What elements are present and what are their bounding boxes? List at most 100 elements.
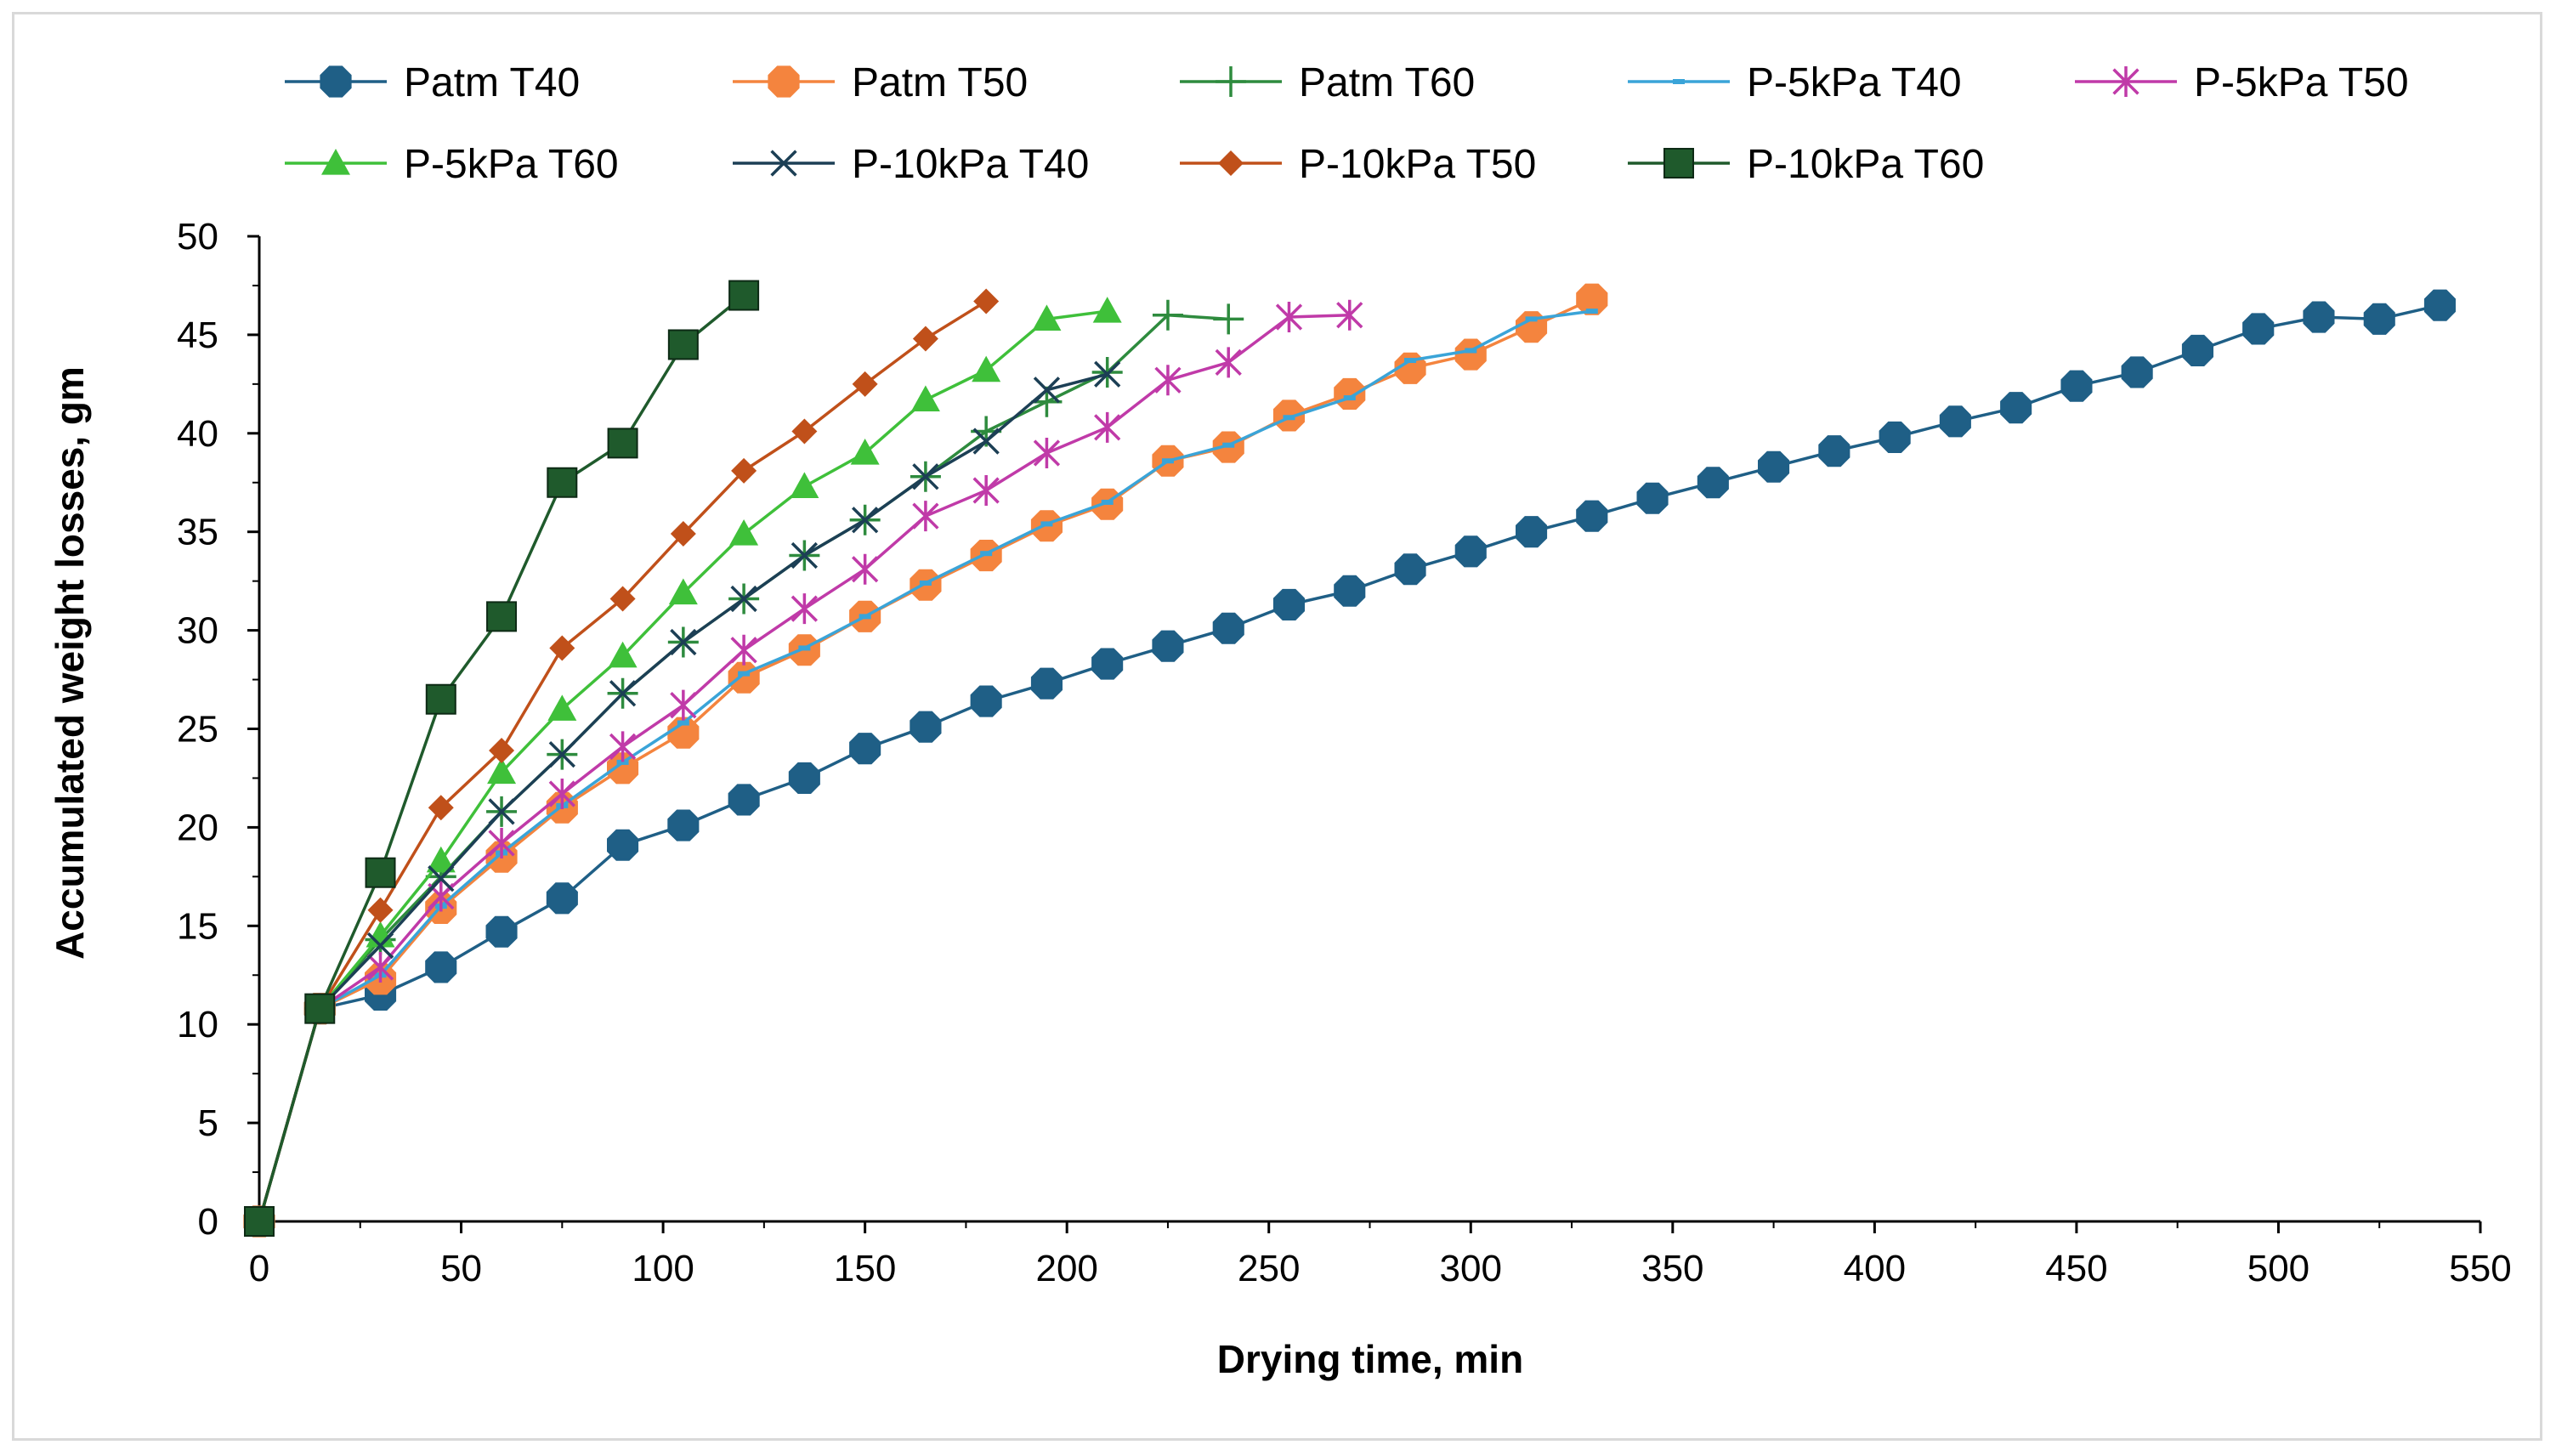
series-line <box>258 372 1108 1222</box>
data-point <box>910 711 942 743</box>
data-point <box>729 519 759 546</box>
x-tick-label: 50 <box>440 1248 482 1289</box>
legend-marker <box>320 65 352 98</box>
data-point <box>912 463 939 490</box>
data-point <box>487 757 517 785</box>
data-point <box>670 628 697 656</box>
data-point <box>667 717 700 749</box>
data-point <box>425 951 457 983</box>
y-tick-label: 50 <box>177 216 218 258</box>
data-point <box>1033 377 1061 404</box>
legend-marker <box>321 149 350 175</box>
data-point <box>485 915 518 948</box>
legend-label: P-5kPa T40 <box>1747 60 1962 105</box>
x-tick-label: 150 <box>834 1248 896 1289</box>
data-point <box>738 671 751 677</box>
data-point <box>1697 467 1729 499</box>
data-point <box>1334 575 1366 607</box>
data-point <box>1576 500 1608 532</box>
data-point <box>1094 360 1121 388</box>
data-point <box>1091 648 1124 680</box>
data-point <box>548 778 575 809</box>
data-point <box>548 740 575 768</box>
data-point <box>489 737 515 763</box>
legend-marker <box>770 150 797 177</box>
plot-area <box>243 280 2456 1238</box>
data-point <box>607 428 638 459</box>
data-point <box>1879 421 1911 453</box>
data-point <box>1939 405 1971 438</box>
x-tick-label: 400 <box>1844 1248 1906 1289</box>
x-tick-label: 350 <box>1641 1248 1703 1289</box>
data-point <box>366 932 394 960</box>
data-point <box>609 731 637 762</box>
series-patm-t40 <box>243 289 2456 1238</box>
data-point <box>1283 415 1295 421</box>
data-point <box>1094 411 1121 443</box>
data-point <box>547 694 577 721</box>
data-point <box>1222 442 1235 448</box>
data-point <box>488 827 515 858</box>
legend-item: Patm T50 <box>733 60 1028 105</box>
legend-label: P-5kPa T60 <box>404 142 619 187</box>
data-point <box>2121 356 2153 388</box>
data-point <box>791 541 819 569</box>
data-point <box>1576 283 1608 315</box>
data-point <box>549 635 575 661</box>
y-tick-label: 30 <box>177 610 218 652</box>
legend-marker <box>1673 79 1685 84</box>
x-tick-label: 250 <box>1238 1248 1300 1289</box>
data-point <box>1465 348 1477 354</box>
data-point <box>486 601 518 632</box>
legend-marker <box>1218 150 1244 176</box>
data-point <box>912 326 938 352</box>
legend: Patm T40 Patm T50 Patm T60 P-5kPa T40 P-5kPa… <box>285 60 2409 187</box>
data-point <box>547 467 578 498</box>
legend-marker <box>768 65 800 98</box>
data-point <box>852 371 878 397</box>
data-point <box>980 551 993 557</box>
legend-label: Patm T60 <box>1299 60 1475 105</box>
data-point <box>607 829 639 861</box>
data-point <box>972 475 1000 507</box>
data-point <box>607 752 639 785</box>
data-point <box>667 809 700 841</box>
data-point <box>425 683 456 715</box>
data-point <box>488 798 515 825</box>
legend-item: P-10kPa T50 <box>1180 142 1536 187</box>
data-point <box>366 921 395 948</box>
data-point <box>244 1206 275 1237</box>
data-point <box>1152 299 1183 331</box>
legend-marker <box>1663 148 1694 178</box>
y-tick-label: 45 <box>177 314 218 356</box>
series-line <box>258 297 1593 1222</box>
legend-label: Patm T50 <box>852 60 1028 105</box>
data-point <box>667 329 699 360</box>
data-point <box>668 578 698 605</box>
data-point <box>428 795 454 821</box>
data-point <box>1758 450 1790 483</box>
data-point <box>1336 299 1363 331</box>
data-point <box>1404 358 1417 364</box>
data-point <box>609 586 636 612</box>
y-axis-title: Accumulated weight losses, gm <box>48 366 92 960</box>
data-point <box>1161 458 1174 464</box>
series-line <box>258 309 1593 1222</box>
series-p-5kpa-t50 <box>246 299 1363 1237</box>
data-point <box>1215 347 1242 378</box>
y-tick-label: 35 <box>177 512 218 553</box>
data-point <box>2363 303 2395 335</box>
data-point <box>608 641 638 668</box>
data-point <box>1516 516 1548 548</box>
data-point <box>791 418 818 445</box>
data-point <box>731 457 757 484</box>
data-point <box>730 585 757 613</box>
legend-label: P-5kPa T50 <box>2194 60 2409 105</box>
data-point <box>1152 630 1184 662</box>
data-point <box>365 857 396 888</box>
y-tick-label: 25 <box>177 709 218 751</box>
legend-item: Patm T60 <box>1180 60 1475 105</box>
series-patm-t50 <box>243 283 1608 1238</box>
data-point <box>973 288 1000 314</box>
